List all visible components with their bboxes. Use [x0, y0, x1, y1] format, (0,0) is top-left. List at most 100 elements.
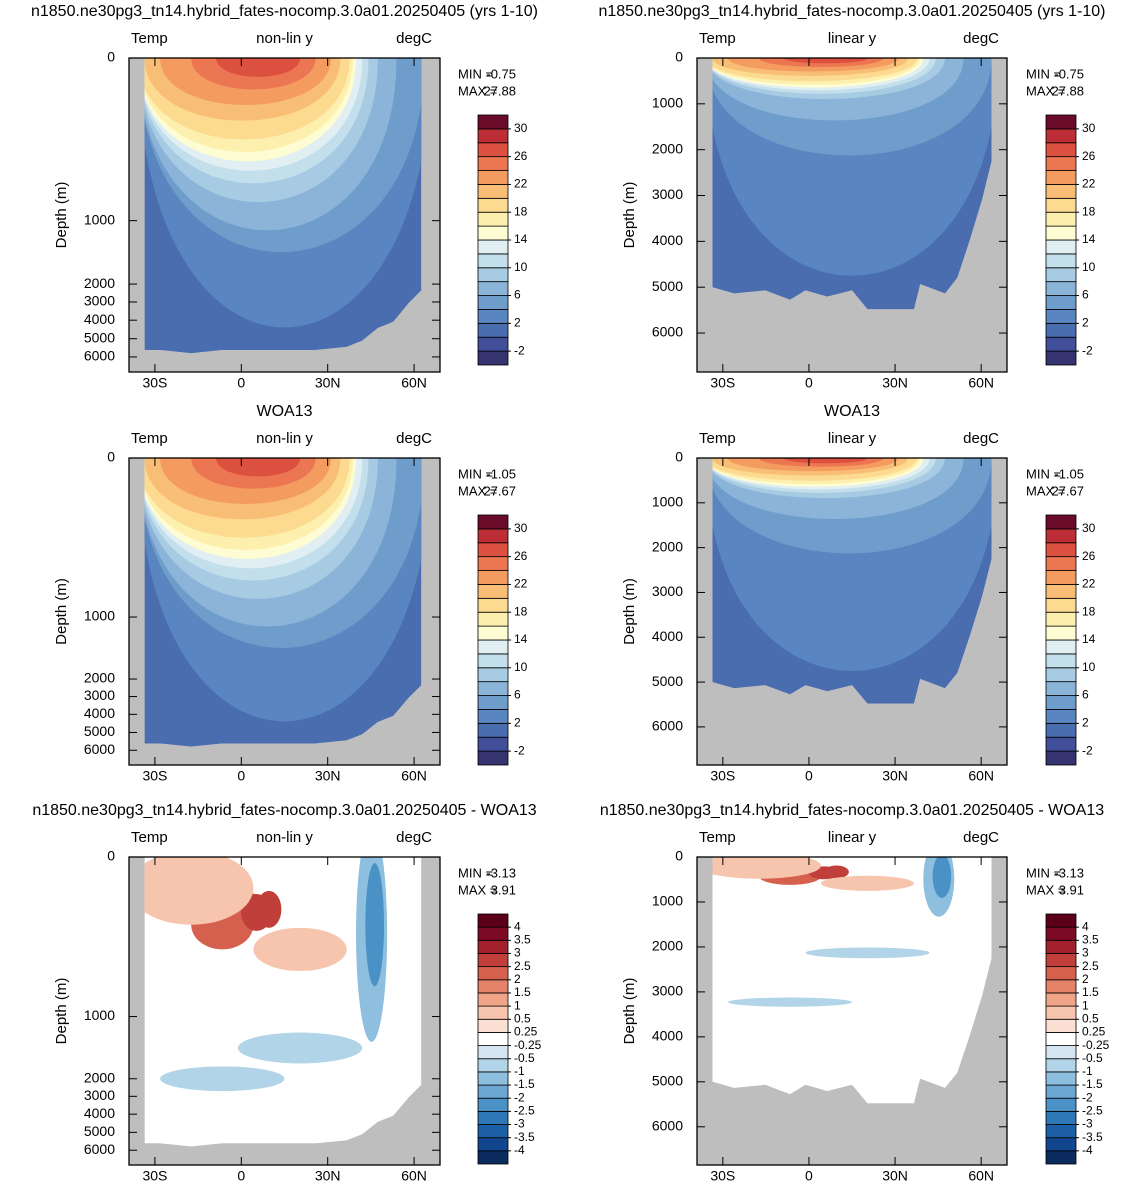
colorbar-box: [477, 736, 509, 752]
y-tick-label: 0: [675, 449, 683, 465]
colorbar-box: [1045, 570, 1077, 585]
colorbar-box: [477, 239, 509, 255]
colorbar-box: [1045, 239, 1077, 255]
center-label: linear y: [828, 829, 877, 846]
colorbar-box: [1045, 1097, 1077, 1112]
colorbar-box: [1045, 736, 1077, 752]
x-tick-label: 30N: [315, 768, 341, 784]
colorbar-label: 30: [1082, 121, 1096, 135]
plot-frame: [696, 856, 1008, 1166]
colorbar-box: [477, 1071, 509, 1086]
stat-value: 27.88: [483, 83, 516, 98]
x-tick-label: 60N: [401, 375, 427, 391]
right-label: degC: [396, 30, 432, 47]
colorbar-label: -1: [514, 1064, 525, 1078]
y-tick-label: 1000: [652, 95, 683, 111]
plot-frame: [128, 856, 441, 1166]
contour-patch: [144, 857, 254, 925]
colorbar-box: [477, 1032, 509, 1046]
colorbar-box: [477, 681, 509, 696]
contour-patch: [824, 865, 849, 879]
colorbar-box: [477, 336, 509, 352]
stat-value: 27.88: [1051, 83, 1084, 98]
y-tick-label: 4000: [652, 1028, 683, 1044]
colorbar-box: [1045, 966, 1077, 981]
colorbar-label: -3: [1082, 1117, 1093, 1131]
colorbar-label: 14: [1082, 232, 1096, 246]
y-tick-label: 5000: [652, 1073, 683, 1089]
x-tick-label: 60N: [401, 1168, 427, 1184]
stat-label: MAX =: [1026, 483, 1065, 498]
stat-value: 27.67: [483, 483, 516, 498]
y-tick-label: 6000: [652, 1117, 683, 1133]
colorbar-box: [477, 639, 509, 655]
colorbar-label: 0.25: [1082, 1025, 1106, 1039]
colorbar-label: 2.5: [1082, 959, 1099, 973]
stat-label: MAX =: [1026, 83, 1065, 98]
colorbar-box: [477, 528, 509, 544]
colorbar-box: [477, 1005, 509, 1020]
colorbar-box: [1045, 625, 1077, 641]
ocean: [712, 857, 992, 1104]
y-tick-label: 2000: [652, 140, 683, 156]
colorbar-box: [477, 295, 509, 310]
y-tick-label: 6000: [652, 324, 683, 340]
contour-patch: [160, 1066, 285, 1092]
colorbar-label: -3.5: [1082, 1130, 1103, 1144]
colorbar-label: -0.25: [1082, 1038, 1110, 1052]
colorbar-label: 22: [1082, 177, 1096, 191]
colorbar-box: [477, 625, 509, 641]
y-axis-label: Depth (m): [53, 182, 70, 249]
colorbar-box: [1045, 295, 1077, 310]
colorbar-box: [477, 1124, 509, 1139]
colorbar-label: 2.5: [514, 959, 531, 973]
colorbar-label: 1.5: [1082, 985, 1099, 999]
colorbar-box: [477, 1084, 509, 1099]
y-tick-label: 1000: [84, 608, 115, 624]
y-tick-label: 6000: [84, 741, 115, 757]
colorbar-label: 10: [1082, 260, 1096, 274]
colorbar-box: [477, 667, 509, 683]
colorbar-label: 14: [514, 632, 528, 646]
colorbar-label: 2: [514, 972, 521, 986]
contour-band: [783, 58, 868, 64]
x-tick-label: 0: [805, 768, 813, 784]
colorbar-box: [477, 1045, 509, 1060]
y-tick-label: 6000: [84, 1141, 115, 1157]
colorbar-label: -0.5: [514, 1051, 535, 1065]
y-axis-label: Depth (m): [621, 578, 638, 645]
colorbar-box: [1045, 667, 1077, 683]
colorbar-box: [1045, 1058, 1077, 1073]
left-label: Temp: [131, 829, 168, 846]
colorbar-box: [1045, 953, 1077, 968]
stat-value: 3.91: [1059, 882, 1084, 897]
y-tick-label: 6000: [652, 718, 683, 734]
colorbar-box: [1045, 1150, 1077, 1165]
panel: n1850.ne30pg3_tn14.hybrid_fates-nocomp.3…: [598, 3, 1105, 390]
x-tick-label: 0: [237, 375, 245, 391]
colorbar-box: [477, 584, 509, 599]
contour-patch: [237, 1032, 363, 1064]
colorbar-box: [477, 926, 509, 941]
stat-label: MIN =: [458, 466, 493, 481]
colorbar-box: [477, 128, 509, 144]
panel: WOA13 Temp linear y degC Depth (m) 0 1000 2000 3…: [621, 403, 1096, 783]
colorbar-label: 6: [1082, 688, 1089, 702]
y-tick-label: 4000: [652, 232, 683, 248]
colorbar-box: [477, 597, 509, 613]
colorbar-label: 30: [514, 521, 528, 535]
contour-patch: [805, 947, 930, 959]
colorbar-box: [1045, 1005, 1077, 1020]
colorbar-label: 1: [514, 998, 521, 1012]
center-label: non-lin y: [256, 430, 313, 447]
colorbar-box: [1045, 281, 1077, 296]
colorbar-box: [477, 211, 509, 227]
y-tick-label: 1000: [652, 494, 683, 510]
stat-value: 27.67: [1051, 483, 1084, 498]
y-axis-label: Depth (m): [53, 978, 70, 1045]
panel: n1850.ne30pg3_tn14.hybrid_fates-nocomp.3…: [32, 802, 541, 1183]
y-tick-label: 1000: [652, 893, 683, 909]
colorbar-box: [1045, 184, 1077, 199]
plot-frame: [128, 57, 441, 373]
colorbar-box: [1045, 197, 1077, 213]
